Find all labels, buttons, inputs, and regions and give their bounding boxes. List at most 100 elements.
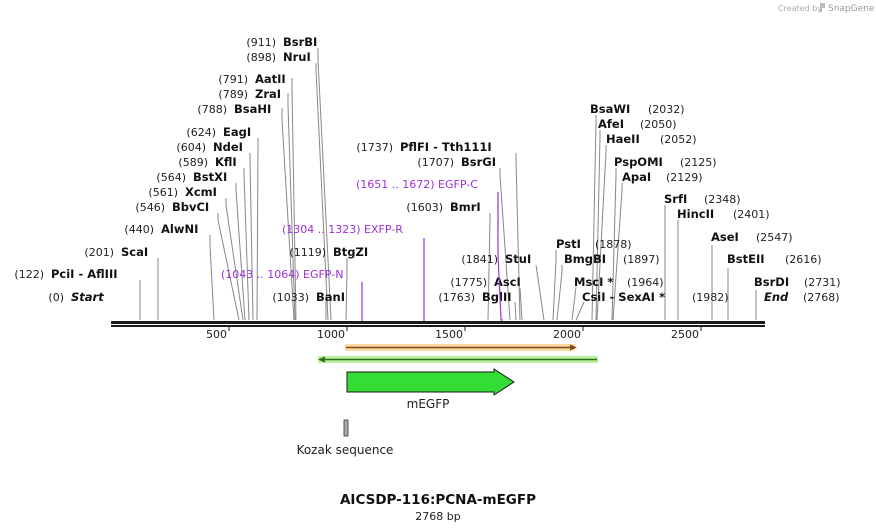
site-line-bstxi <box>235 183 246 321</box>
site-pos: (2768) <box>803 291 840 304</box>
site-line-alwni <box>209 235 215 321</box>
site-asci[interactable]: (1775) AscI <box>450 275 520 289</box>
site-line-asci <box>519 287 523 321</box>
site-bsteii[interactable]: BstEII (2616) <box>727 252 822 266</box>
site-pos: (2547) <box>756 231 793 244</box>
site-bbvci[interactable]: (546) BbvCI <box>135 200 209 214</box>
site-pos: (1603) <box>406 201 443 214</box>
site-pos: (1878) <box>595 238 632 251</box>
site-scai[interactable]: (201) ScaI <box>84 245 148 259</box>
site-pflfi-tth111i[interactable]: (1737) PflFI - Tth111I <box>356 140 491 154</box>
ruler <box>228 327 702 331</box>
site-pos: (1737) <box>356 141 393 154</box>
plasmid-title: AICSDP-116:PCNA-mEGFP <box>340 492 536 508</box>
site-line-pflfi <box>515 153 521 321</box>
site-line-eagi <box>256 138 259 321</box>
site-asei[interactable]: AseI (2547) <box>711 230 793 244</box>
site-bsrgi[interactable]: (1707) BsrGI <box>417 155 496 169</box>
site-name: EagI <box>223 125 251 139</box>
site-pspomi[interactable]: PspOMI (2125) <box>614 155 717 169</box>
site-pos: (546) <box>135 201 165 214</box>
site-line-bmri <box>487 213 491 321</box>
megfp-feature[interactable]: mEGFP <box>346 368 515 411</box>
site-haeii[interactable]: HaeII (2052) <box>606 132 697 146</box>
site-name: BsaHI <box>234 102 271 116</box>
site-bani[interactable]: (1033) BanI <box>272 290 345 304</box>
site-name: PspOMI <box>614 155 663 169</box>
site-psti[interactable]: PstI (1878) <box>556 237 632 251</box>
ruler-label-2500: 2500 <box>671 328 699 341</box>
site-name: AlwNI <box>161 222 198 236</box>
site-xcmi[interactable]: (561) XcmI <box>148 185 217 199</box>
primer-label: (1651 .. 1672) EGFP-C <box>356 178 478 191</box>
site-pos: (1775) <box>450 276 487 289</box>
site-start[interactable]: (0) Start <box>48 290 104 304</box>
site-apai[interactable]: ApaI (2129) <box>622 170 703 184</box>
site-aatii[interactable]: (791) AatII <box>218 72 285 86</box>
site-nrui[interactable]: (898) NruI <box>246 50 310 64</box>
site-pos: (791) <box>218 73 248 86</box>
site-msci[interactable]: MscI * (1964) <box>574 275 664 289</box>
site-line-csii <box>575 301 585 321</box>
site-name: HincII <box>677 207 714 221</box>
site-bsahi[interactable]: (788) BsaHI <box>197 102 271 116</box>
site-pos: (788) <box>197 103 227 116</box>
site-eagi[interactable]: (624) EagI <box>186 125 251 139</box>
site-pos: (2032) <box>648 103 685 116</box>
site-bglii[interactable]: (1763) BglII <box>438 290 511 304</box>
site-name: SrfI <box>664 192 687 206</box>
site-pcii-afliii[interactable]: (122) PciI - AflIII <box>14 267 117 281</box>
backbone <box>111 321 765 327</box>
site-name: ApaI <box>622 170 651 184</box>
site-name: BstXI <box>193 170 227 184</box>
site-bsrbi[interactable]: (911) BsrBI <box>246 35 317 49</box>
site-name: CsiI - SexAI * <box>582 290 665 304</box>
site-line-aatii <box>291 78 297 321</box>
site-zrai[interactable]: (789) ZraI <box>218 87 281 101</box>
site-bstxi[interactable]: (564) BstXI <box>156 170 227 184</box>
ruler-label-1000: 1000 <box>317 328 345 341</box>
site-line-stui <box>535 264 545 321</box>
site-line-nrui <box>315 63 329 321</box>
site-line-msci <box>571 286 577 321</box>
primer-line <box>357 282 363 326</box>
site-pos: (898) <box>246 51 276 64</box>
site-name: BsrBI <box>283 35 317 49</box>
site-hincii[interactable]: HincII (2401) <box>677 207 770 221</box>
kozak-feature[interactable]: Kozak sequence <box>297 419 394 457</box>
site-name: NruI <box>283 50 311 64</box>
site-bmgbi[interactable]: BmgBI (1897) <box>564 252 660 266</box>
site-name: ScaI <box>121 245 148 259</box>
site-pos: (2401) <box>733 208 770 221</box>
primer-line <box>419 238 425 326</box>
site-line-bsrgi <box>499 168 511 321</box>
site-line-ndei <box>249 153 254 321</box>
site-name: BmgBI <box>564 252 606 266</box>
site-csii-sexai[interactable]: CsiI - SexAI * (1982) <box>582 290 729 304</box>
site-btgzi[interactable]: (1119) BtgZI <box>289 245 368 259</box>
site-pos: (2052) <box>660 133 697 146</box>
site-pos: (2050) <box>640 118 677 131</box>
site-bsrdi[interactable]: BsrDI (2731) <box>754 275 841 289</box>
site-bsawi[interactable]: BsaWI (2032) <box>590 102 685 116</box>
site-alwni[interactable]: (440) AlwNI <box>124 222 198 236</box>
primer-label: (1043 .. 1064) EGFP-N <box>221 268 343 281</box>
site-name: HaeII <box>606 132 640 146</box>
site-name: StuI <box>505 252 531 266</box>
site-line-xcmi <box>225 198 244 321</box>
orange-feature-arrow[interactable] <box>345 344 577 351</box>
site-bmri[interactable]: (1603) BmrI <box>406 200 480 214</box>
site-ndei[interactable]: (604) NdeI <box>176 140 243 154</box>
site-srfi[interactable]: SrfI (2348) <box>664 192 741 206</box>
credit-text: Created by <box>778 4 822 13</box>
site-end[interactable]: End (2768) <box>764 290 840 304</box>
site-kfli[interactable]: (589) KflI <box>178 155 236 169</box>
site-pos: (1033) <box>272 291 309 304</box>
site-afei[interactable]: AfeI (2050) <box>598 117 677 131</box>
site-stui[interactable]: (1841) StuI <box>461 252 531 266</box>
green-feature-arrow[interactable] <box>318 356 598 363</box>
site-name: End <box>764 290 789 304</box>
site-pos: (122) <box>14 268 44 281</box>
primer-egfp-c[interactable]: (1651 .. 1672) EGFP-C <box>356 178 503 321</box>
